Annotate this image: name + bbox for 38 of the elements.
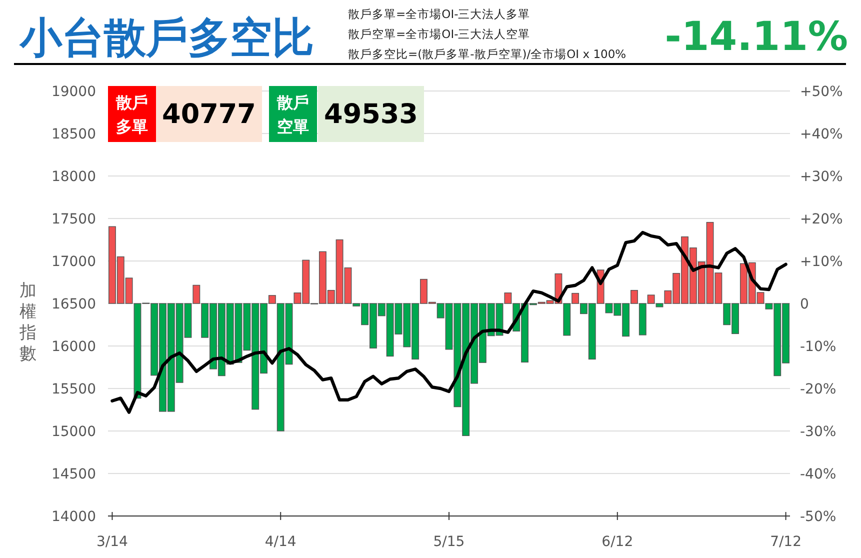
text: -14.11%: [664, 14, 848, 60]
y-tick-label: 16000: [51, 339, 96, 355]
annotation: 49533: [324, 99, 418, 130]
y-tick-label: 15500: [51, 382, 96, 398]
x-tick-label: 3/14: [96, 534, 128, 550]
y2-tick-label: +20%: [800, 212, 843, 228]
x-tick-label: 7/12: [770, 534, 802, 550]
y2-tick-label: -30%: [800, 424, 836, 440]
text: 散戶空單=全市場OI-三大法人空單: [348, 27, 530, 41]
y2-tick-label: 0: [800, 296, 809, 312]
x-tick-label: 5/15: [433, 534, 465, 550]
x-tick-label: 4/14: [264, 534, 296, 550]
chart-title: 小台散戶多空比: [19, 13, 314, 62]
y-tick-label: 19000: [51, 84, 96, 100]
y-tick-label: 16500: [51, 296, 96, 312]
annotation: 散戶空單: [276, 93, 309, 136]
y-tick-label: 17000: [51, 254, 96, 270]
y2-tick-label: -20%: [800, 382, 836, 398]
y-axis-title: 加權指數: [18, 281, 36, 364]
text: 散戶多單=全市場OI-三大法人多單: [348, 7, 530, 21]
annotation: 40777: [162, 99, 256, 130]
text: 散戶多空比=(散戶多單-散戶空單)/全市場OI x 100%: [348, 47, 626, 61]
y2-tick-label: +50%: [800, 84, 843, 100]
y2-tick-label: -50%: [800, 509, 836, 525]
y2-tick-label: +10%: [800, 254, 843, 270]
y2-tick-label: +40%: [800, 126, 843, 142]
x-tick-label: 6/12: [602, 534, 634, 550]
y-tick-label: 14500: [51, 466, 96, 482]
y-tick-label: 15000: [51, 424, 96, 440]
y2-tick-label: +30%: [800, 169, 843, 185]
y-tick-label: 18500: [51, 126, 96, 142]
y2-tick-label: -10%: [800, 339, 836, 355]
annotation: 散戶多單: [115, 93, 148, 136]
y-tick-label: 18000: [51, 169, 96, 185]
line-series: [110, 230, 788, 414]
y-tick-label: 17500: [51, 212, 96, 228]
y2-tick-label: -40%: [800, 466, 836, 482]
y-tick-label: 14000: [51, 509, 96, 525]
